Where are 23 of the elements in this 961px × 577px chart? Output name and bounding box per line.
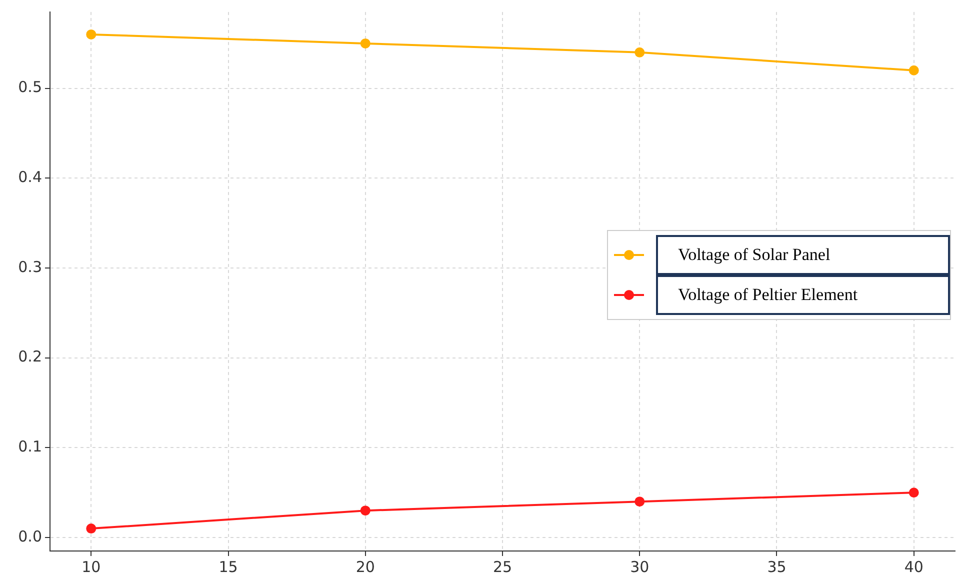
x-tick-label: 30 xyxy=(630,558,650,576)
point xyxy=(634,496,645,507)
point xyxy=(908,65,919,76)
label-frame: Voltage of Solar Panel xyxy=(656,235,950,275)
x-tick-label: 40 xyxy=(904,558,924,576)
point xyxy=(908,488,919,498)
point xyxy=(86,29,96,40)
y-tick-label: 0.2 xyxy=(18,348,42,366)
point xyxy=(360,506,370,516)
point xyxy=(86,524,96,534)
point xyxy=(634,47,645,58)
x-tick-label: 20 xyxy=(356,558,375,576)
x-tick-label: 15 xyxy=(218,558,238,576)
y-tick-label: 0.5 xyxy=(18,78,42,96)
x-tick-label: 25 xyxy=(492,558,512,576)
x-tick-label: 10 xyxy=(82,558,101,576)
label-frame: Voltage of Peltier Element xyxy=(656,275,950,315)
y-tick-label: 0.4 xyxy=(18,168,42,186)
y-tick-label: 0.1 xyxy=(18,438,42,456)
y-tick-label: 0.0 xyxy=(18,527,42,546)
x-tick-label: 35 xyxy=(767,558,786,576)
point xyxy=(360,38,370,48)
y-tick-label: 0.3 xyxy=(18,258,42,276)
